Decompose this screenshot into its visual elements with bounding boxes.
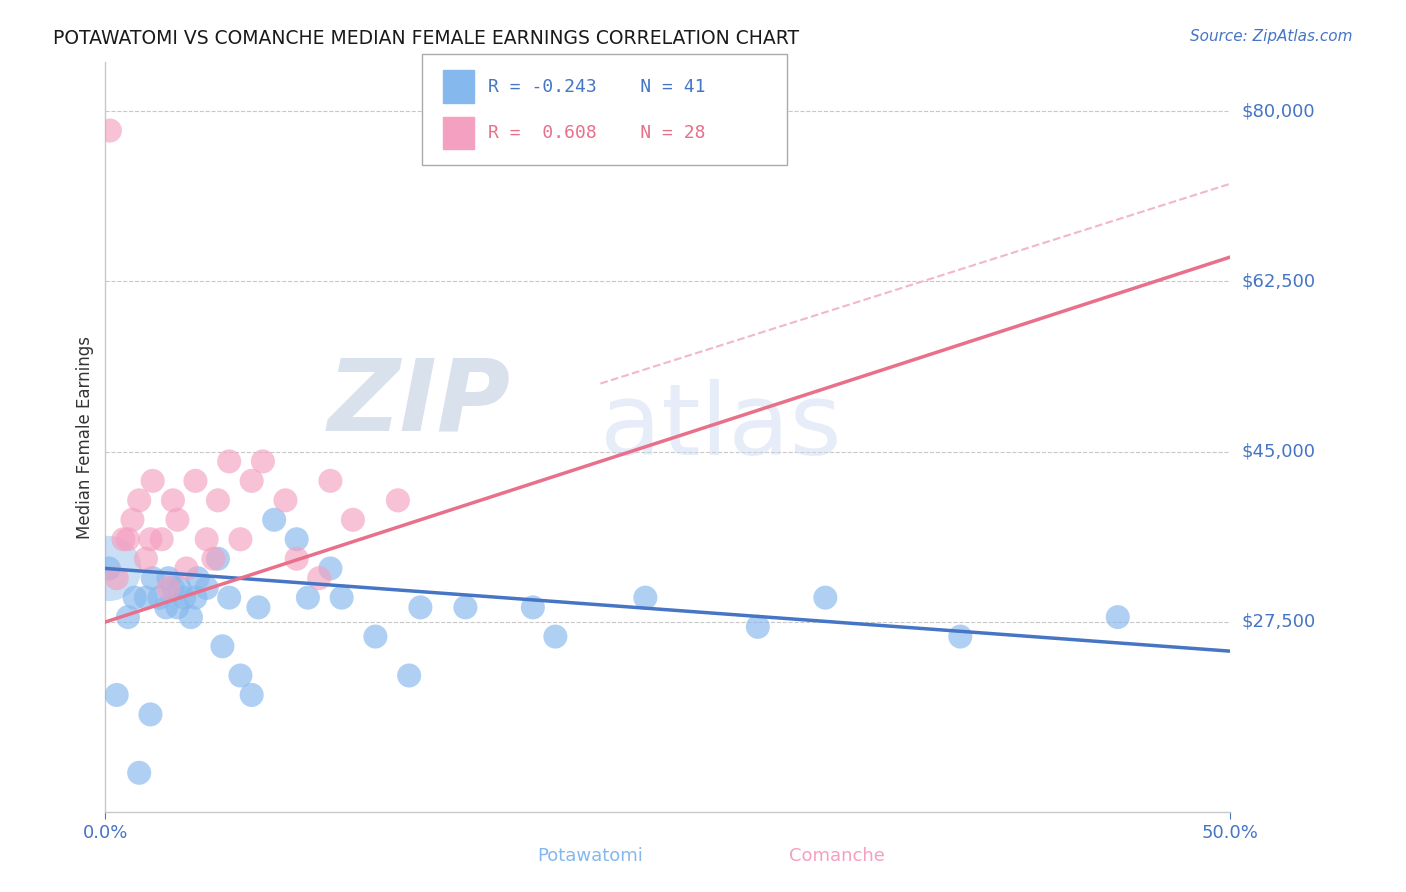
Point [162,493,184,508]
Point [195,581,218,595]
Point [105,688,128,702]
Point [387,493,409,508]
Point [308,571,330,585]
Point [634,591,657,605]
Point [409,600,432,615]
Point [166,600,188,615]
Point [124,591,146,605]
Point [522,600,544,615]
Point [121,513,143,527]
Point [162,581,184,595]
Text: Potawatomi: Potawatomi [537,847,644,865]
Point [263,513,285,527]
Text: ZIP: ZIP [328,354,510,451]
Point [330,591,353,605]
Text: $45,000: $45,000 [1241,442,1316,460]
Point [112,533,135,547]
Point [195,533,218,547]
Point [240,474,263,488]
Point [814,591,837,605]
Point [135,591,157,605]
Point [139,533,162,547]
Text: R =  0.608    N = 28: R = 0.608 N = 28 [488,124,706,142]
Point [128,493,150,508]
Point [148,591,170,605]
Text: $80,000: $80,000 [1241,102,1315,120]
Point [274,493,297,508]
Point [229,668,252,682]
Y-axis label: Median Female Earnings: Median Female Earnings [76,335,94,539]
Point [544,630,567,644]
Point [247,600,270,615]
Point [1107,610,1129,624]
Point [342,513,364,527]
Text: atlas: atlas [600,379,842,475]
Point [211,640,233,654]
Point [169,581,191,595]
Point [166,513,188,527]
Point [98,123,121,137]
Point [139,707,162,722]
Point [285,533,308,547]
Point [364,630,387,644]
Point [297,591,319,605]
Point [398,668,420,682]
Point [187,571,209,585]
Point [202,551,225,566]
Point [218,454,240,468]
Point [218,591,240,605]
Point [319,561,342,575]
Point [105,571,128,585]
Point [157,581,180,595]
Text: $27,500: $27,500 [1241,613,1316,631]
Point [184,591,207,605]
Point [207,551,229,566]
Point [229,533,252,547]
Text: $62,500: $62,500 [1241,272,1316,291]
Point [142,474,165,488]
Point [117,533,139,547]
Point [454,600,477,615]
Point [176,561,198,575]
Point [285,551,308,566]
Point [184,474,207,488]
Text: Source: ZipAtlas.com: Source: ZipAtlas.com [1189,29,1353,44]
Point [180,610,202,624]
Point [949,630,972,644]
Point [135,551,157,566]
Point [173,591,195,605]
Point [240,688,263,702]
Point [117,610,139,624]
Point [207,493,229,508]
Point [319,474,342,488]
Point [97,561,120,575]
Point [157,571,180,585]
Point [128,765,150,780]
Point [252,454,274,468]
Point [150,533,173,547]
Point [155,600,177,615]
Text: R = -0.243    N = 41: R = -0.243 N = 41 [488,78,706,95]
Text: POTAWATOMI VS COMANCHE MEDIAN FEMALE EARNINGS CORRELATION CHART: POTAWATOMI VS COMANCHE MEDIAN FEMALE EAR… [53,29,800,47]
Text: Comanche: Comanche [789,847,884,865]
Point [747,620,769,634]
Point [142,571,165,585]
Point [97,561,120,575]
